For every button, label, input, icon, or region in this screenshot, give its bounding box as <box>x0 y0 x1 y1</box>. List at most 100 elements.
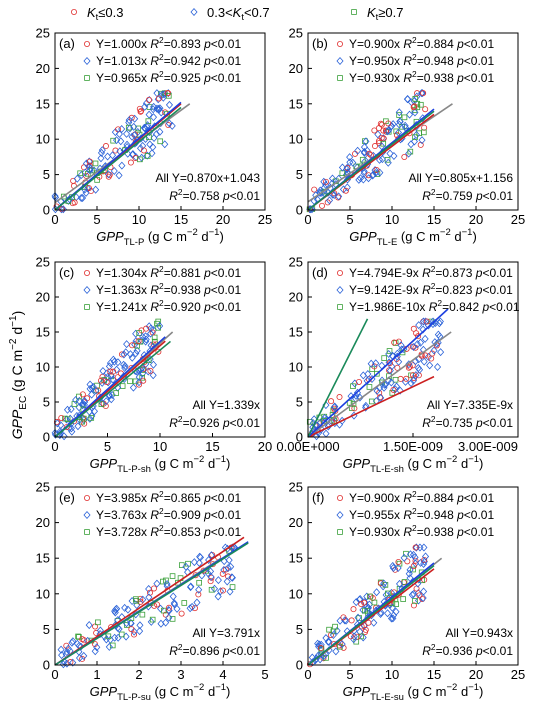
data-point <box>132 378 139 385</box>
data-point <box>110 368 117 375</box>
data-point <box>106 359 114 368</box>
data-point <box>320 177 328 186</box>
data-point <box>410 137 418 146</box>
data-point <box>338 163 346 172</box>
panel-label: (f) <box>312 490 324 505</box>
data-point <box>434 362 442 371</box>
data-point <box>131 631 138 638</box>
x-tick-label: 15 <box>174 212 188 227</box>
x-axis-label: GPPTL-P-su​ (g C m−2 d−1) <box>90 682 231 703</box>
data-point <box>371 599 378 606</box>
data-point <box>87 164 95 173</box>
data-point <box>372 359 380 368</box>
data-point <box>136 330 142 336</box>
y-tick-label: 25 <box>289 26 303 41</box>
data-point <box>126 124 134 133</box>
data-point <box>103 378 110 385</box>
data-point <box>77 170 85 180</box>
data-point <box>414 596 423 605</box>
data-point <box>354 146 362 155</box>
data-point <box>166 604 173 611</box>
fit-legend-marker <box>84 529 90 535</box>
fit-legend-marker <box>83 510 91 520</box>
data-point <box>115 624 123 633</box>
fit-equation: Y=3.985x R2​=0.865 p<0.01 <box>96 489 241 505</box>
data-point <box>374 370 380 377</box>
fit-legend-marker <box>336 56 344 66</box>
data-point <box>169 592 177 601</box>
x-tick-label: 3.00E-009 <box>458 439 518 454</box>
data-point <box>314 639 322 648</box>
data-point <box>388 603 396 612</box>
data-point <box>386 149 394 158</box>
data-point <box>375 155 384 164</box>
scatter-points <box>51 89 176 214</box>
x-tick-label: 2 <box>135 667 142 682</box>
data-point <box>226 587 234 596</box>
data-point <box>360 143 368 152</box>
data-point <box>387 588 396 597</box>
panel-c: 0 5 10 15 20 0 5 10 15 20 25 (c) Y=1.304x R2​=0.881 … <box>36 255 273 476</box>
data-point <box>363 376 371 385</box>
fit-equation: Y=1.013x R2​=0.942 p<0.01 <box>96 52 241 68</box>
data-point <box>371 143 378 150</box>
x-tick-label: 10 <box>385 667 399 682</box>
data-point <box>105 392 113 401</box>
data-point <box>121 362 129 371</box>
data-point <box>395 120 403 129</box>
data-point <box>346 153 354 162</box>
x-tick-label: 25 <box>511 212 525 227</box>
data-point <box>80 396 88 405</box>
data-point <box>170 599 178 608</box>
data-point <box>162 618 170 627</box>
data-point <box>410 342 418 351</box>
legend-label: Kt​≥0.7 <box>367 5 404 22</box>
overall-fit-stats: R2​=0.735 p<0.01 <box>422 414 513 430</box>
data-point <box>367 593 373 600</box>
data-point <box>410 566 416 573</box>
data-point <box>181 600 188 606</box>
data-point <box>60 432 68 441</box>
data-point <box>338 640 346 649</box>
data-point <box>394 364 401 371</box>
data-point <box>352 150 359 157</box>
data-point <box>165 100 174 109</box>
shared-y-axis-label: GPPEC (g C m−2 d−1) <box>8 311 29 440</box>
x-tick-label: 3 <box>177 667 184 682</box>
panel-d: 0.00E+000 1.50E-009 3.00E-009 0 5 10 15 20 25 (d)… <box>276 255 519 476</box>
data-point <box>325 637 333 646</box>
y-tick-label: 25 <box>36 255 50 270</box>
data-point <box>369 594 376 601</box>
data-point <box>98 401 105 407</box>
y-tick-label: 20 <box>289 515 303 530</box>
data-point <box>135 338 142 345</box>
data-point <box>377 610 385 619</box>
data-point <box>360 148 368 157</box>
data-point <box>324 422 332 431</box>
data-point <box>306 419 313 425</box>
fit-legend-marker <box>337 304 343 310</box>
x-tick-label: 5 <box>93 212 100 227</box>
fit-line <box>54 542 249 666</box>
fit-legend-marker <box>84 494 91 501</box>
x-axis-label: GPPTL-E-su​ (g C m−2 d−1) <box>343 682 484 703</box>
data-point <box>381 355 387 361</box>
data-point <box>332 623 338 630</box>
data-point <box>77 194 85 203</box>
data-point <box>437 348 445 357</box>
data-point <box>115 130 123 139</box>
data-point <box>408 590 416 599</box>
data-point <box>154 95 162 104</box>
x-tick-label: 4 <box>219 667 226 682</box>
data-point <box>122 348 130 357</box>
y-tick-label: 15 <box>36 551 50 566</box>
data-point <box>370 618 378 627</box>
data-point <box>147 324 155 333</box>
x-tick-label: 5 <box>261 667 268 682</box>
fit-legend-marker <box>336 494 343 501</box>
overall-fit-equation: All Y=0.870x+1.043 <box>155 171 260 185</box>
y-tick-label: 20 <box>289 61 303 76</box>
data-point <box>66 414 74 423</box>
data-point <box>137 598 144 605</box>
data-point <box>377 120 384 127</box>
